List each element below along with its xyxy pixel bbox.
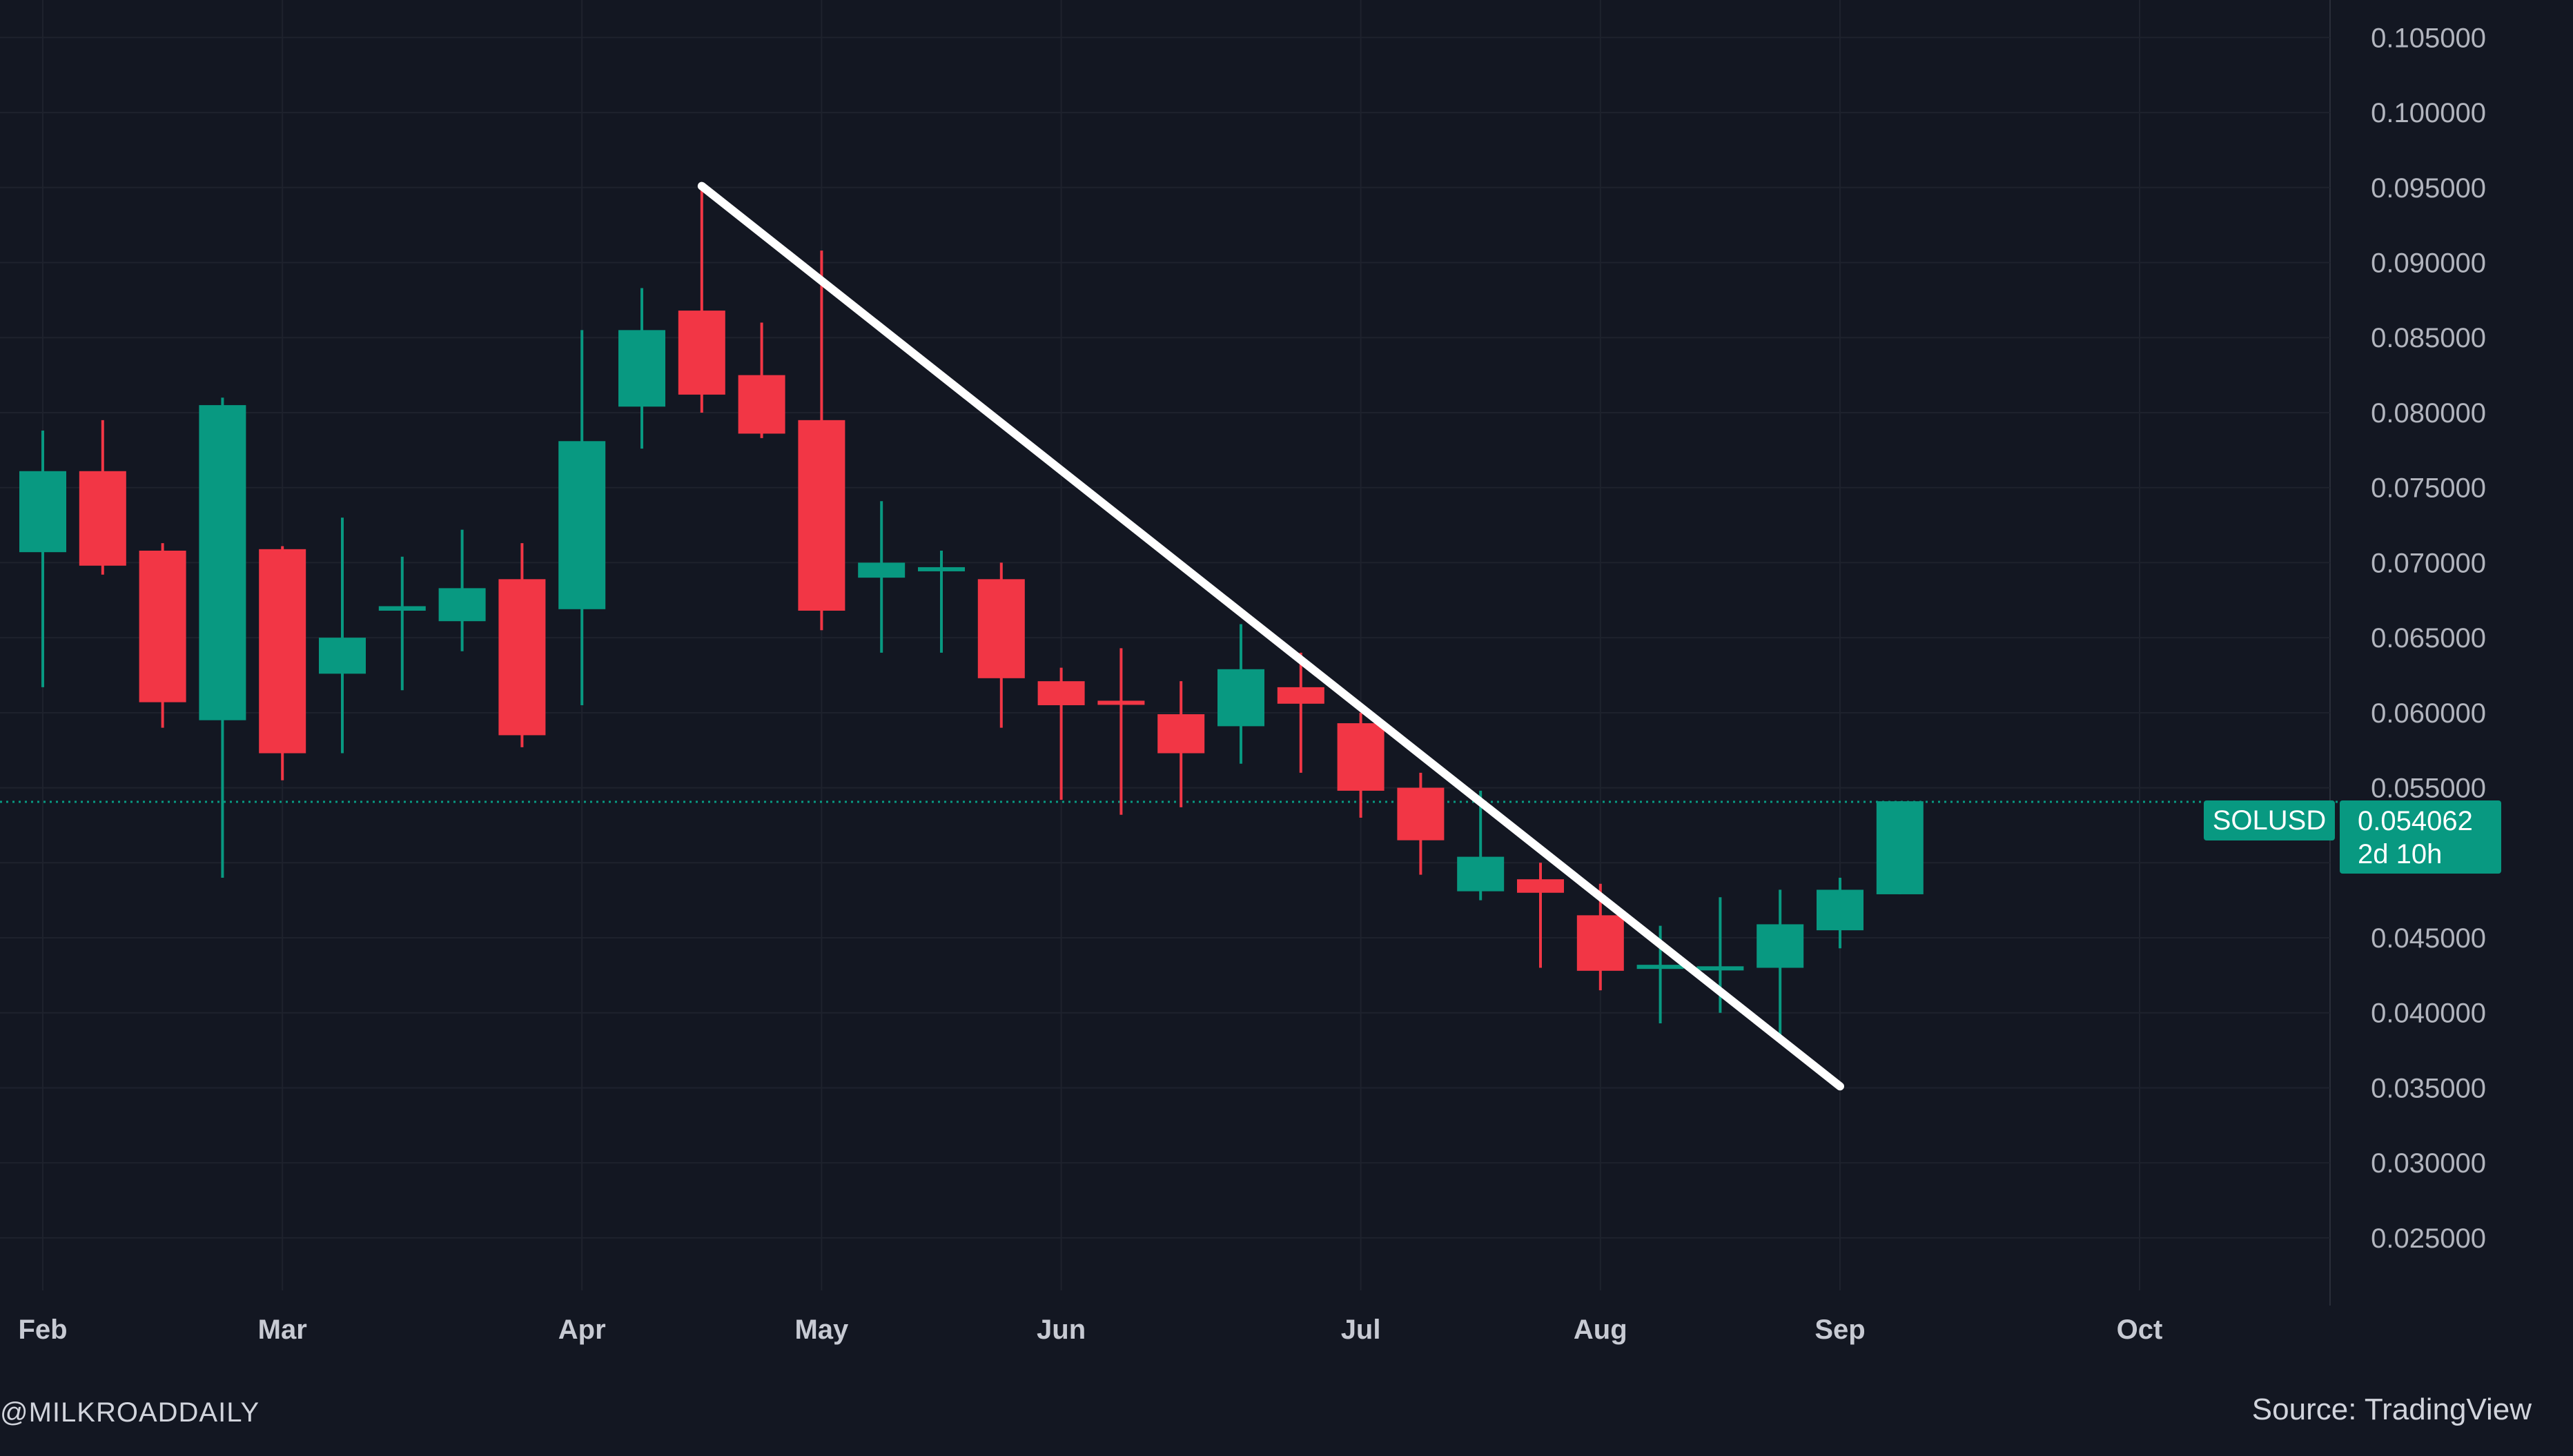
candle-body-up — [1696, 966, 1744, 971]
price-tick-label: 0.065000 — [2371, 623, 2486, 653]
price-tick-label: 0.105000 — [2371, 23, 2486, 53]
candle-body-up — [558, 441, 606, 609]
month-tick-label: Aug — [1574, 1315, 1627, 1345]
month-tick-label: Jul — [1341, 1315, 1381, 1345]
bar-countdown: 2d 10h — [2358, 839, 2443, 869]
candle-body-down — [738, 375, 785, 434]
price-tick-label: 0.025000 — [2371, 1223, 2486, 1254]
candle-body-down — [498, 579, 546, 736]
month-tick-label: Oct — [2117, 1315, 2163, 1345]
candle-body-up — [319, 638, 366, 674]
candle-body-up — [858, 562, 906, 578]
candle-body-up — [378, 606, 426, 611]
last-price-tag: 0.054062 2d 10h — [2340, 800, 2501, 874]
price-tick-label: 0.030000 — [2371, 1148, 2486, 1179]
candle-body-down — [798, 420, 845, 611]
price-tick-label: 0.035000 — [2371, 1073, 2486, 1103]
candle-body-down — [1576, 915, 1624, 971]
price-tick-label: 0.055000 — [2371, 774, 2486, 804]
candle-body-up — [1757, 924, 1804, 968]
candle-body-down — [1517, 879, 1564, 893]
month-tick-label: May — [794, 1315, 849, 1345]
symbol-tag: SOLUSD — [2204, 800, 2335, 840]
candle-body-down — [1277, 687, 1324, 704]
month-tick-label: Mar — [258, 1315, 307, 1345]
candle-body-down — [79, 471, 126, 566]
candle-body-down — [259, 549, 306, 754]
price-tick-label: 0.045000 — [2371, 923, 2486, 954]
candle-body-down — [678, 311, 725, 395]
price-tick-label: 0.100000 — [2371, 98, 2486, 128]
candle-body-up — [1636, 965, 1684, 970]
candle-body-down — [1097, 700, 1145, 705]
month-tick-label: Apr — [558, 1315, 606, 1345]
price-tick-labels: 0.105000 0.100000 0.095000 0.090000 0.085000… — [2371, 23, 2486, 1254]
month-tick-label: Jun — [1037, 1315, 1086, 1345]
candle-body-up — [1217, 669, 1264, 727]
candle-body-up — [1876, 801, 1924, 894]
candle-body-up — [1457, 856, 1505, 892]
candle-body-down — [1337, 723, 1385, 791]
candle-body-down — [1037, 681, 1085, 705]
candle-body-down — [1397, 787, 1445, 840]
watermark: @MILKROADDAILY — [0, 1397, 260, 1428]
candle-body-down — [977, 579, 1025, 678]
candle-body-down — [1157, 714, 1205, 754]
downtrend-line — [697, 181, 1844, 1091]
price-axis — [2330, 0, 2573, 1306]
candles — [19, 187, 1924, 1036]
candle-body-up — [918, 567, 965, 571]
price-tick-label: 0.075000 — [2371, 473, 2486, 504]
candle-body-up — [19, 471, 66, 553]
month-tick-label: Feb — [18, 1315, 67, 1345]
candle-body-up — [438, 588, 486, 622]
candle-body-up — [618, 330, 665, 407]
candle-body-down — [139, 551, 186, 702]
price-tick-label: 0.070000 — [2371, 548, 2486, 578]
last-price-value: 0.054062 — [2358, 806, 2473, 836]
candle-body-up — [1817, 889, 1863, 931]
price-tick-label: 0.080000 — [2371, 398, 2486, 429]
price-tick-label: 0.095000 — [2371, 173, 2486, 204]
candle-body-up — [199, 405, 246, 720]
horizontal-gridlines — [0, 37, 2330, 1239]
source-credit: Source: TradingView — [2251, 1393, 2532, 1426]
price-tick-label: 0.040000 — [2371, 998, 2486, 1029]
month-tick-label: Sep — [1814, 1315, 1865, 1345]
month-tick-labels: Feb Mar Apr May Jun Jul Aug Sep Oct — [18, 1315, 2162, 1345]
price-tick-label: 0.090000 — [2371, 248, 2486, 279]
price-tick-label: 0.060000 — [2371, 698, 2486, 729]
price-tick-label: 0.085000 — [2371, 323, 2486, 353]
